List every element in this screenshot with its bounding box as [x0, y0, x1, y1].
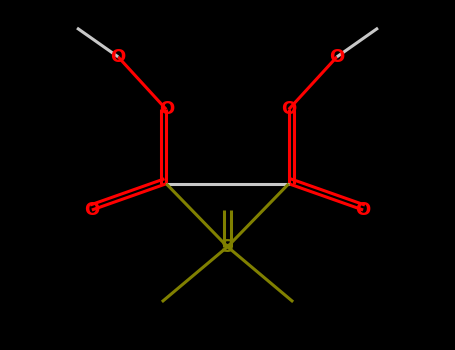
- Text: O: O: [159, 100, 174, 118]
- Text: S: S: [221, 238, 234, 256]
- Text: O: O: [84, 201, 100, 219]
- Text: O: O: [281, 100, 296, 118]
- Text: O: O: [355, 201, 371, 219]
- Text: O: O: [111, 48, 126, 66]
- Text: O: O: [329, 48, 344, 66]
